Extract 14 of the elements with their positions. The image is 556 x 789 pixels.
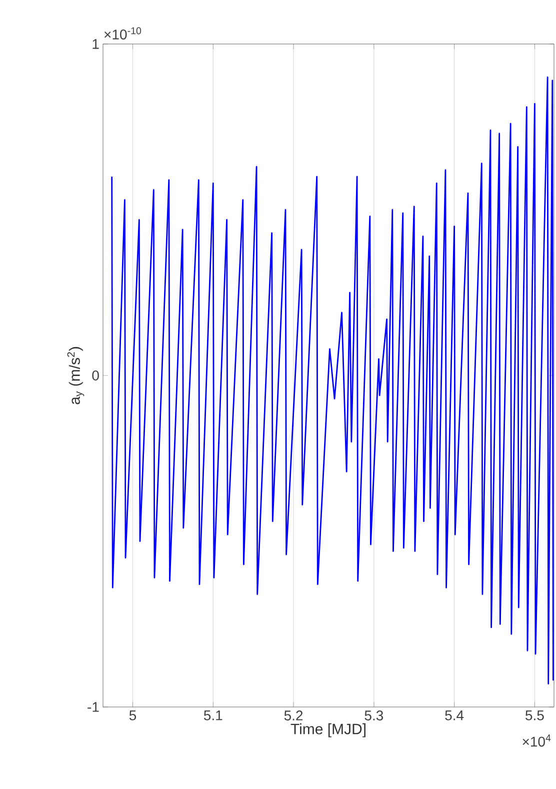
- x-tick-label: 5.5: [526, 710, 544, 720]
- x-tick-label: 5: [129, 710, 136, 720]
- x-tick-label: 5.2: [284, 710, 303, 720]
- text: ×10$^{-10}$: [104, 27, 142, 40]
- x-axis-title: Time [MJD]: [290, 723, 366, 738]
- y-tick-label: 1: [92, 39, 99, 49]
- x-tick-label: 5.1: [204, 710, 222, 720]
- line-series: [111, 76, 554, 684]
- y-tick-label: 0: [92, 370, 99, 380]
- y-tick-label: -1: [88, 702, 99, 712]
- x-tick-label: 5.4: [445, 710, 464, 720]
- y-axis-title: a$_{y}$ (m/s$^{2}$): [67, 347, 84, 404]
- text: ×10$^{4}$: [522, 734, 551, 747]
- x-tick-label: 5.3: [364, 710, 384, 720]
